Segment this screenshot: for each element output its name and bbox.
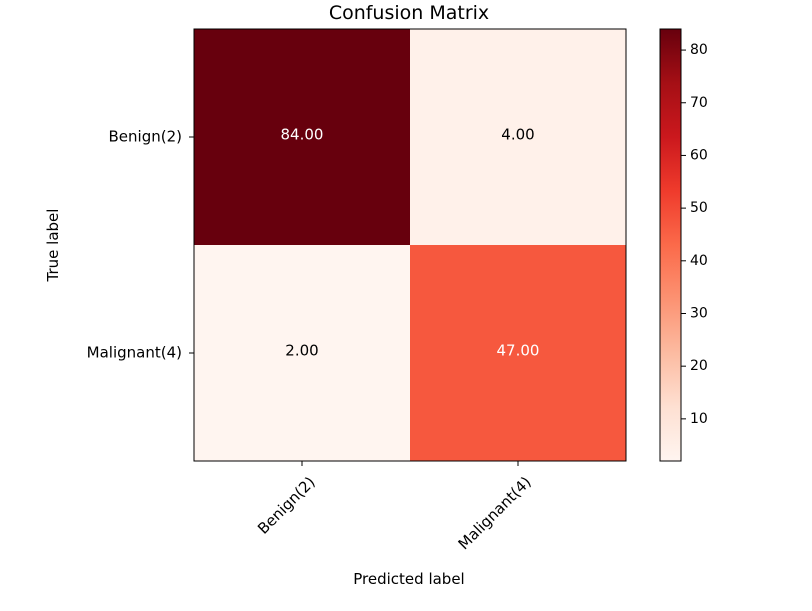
cell-value-label: 47.00 <box>497 342 540 360</box>
y-axis-ticks: Benign(2) Malignant(4) <box>87 128 194 362</box>
colorbar-tick-label: 60 <box>690 147 708 163</box>
y-tick-label: Benign(2) <box>109 128 182 146</box>
chart-title: Confusion Matrix <box>329 2 489 24</box>
cell-value-label: 84.00 <box>281 126 324 144</box>
heatmap-cells <box>194 29 626 461</box>
colorbar-tick-label: 50 <box>690 200 708 216</box>
colorbar-tick-label: 10 <box>690 411 708 427</box>
y-axis-label: True label <box>44 209 62 283</box>
x-tick-label: Malignant(4) <box>455 473 535 553</box>
cell-value-label: 4.00 <box>501 126 534 144</box>
plot-frame <box>193 28 627 462</box>
colorbar-tick-label: 40 <box>690 253 708 269</box>
x-axis-label: Predicted label <box>353 570 464 588</box>
colorbar-tick-label: 70 <box>690 95 708 111</box>
heatmap-cell <box>194 245 410 461</box>
heatmap-cell <box>410 245 626 461</box>
heatmap-cell-labels: 84.00 4.00 2.00 47.00 <box>281 126 540 360</box>
colorbar-tick-label: 30 <box>690 305 708 321</box>
colorbar-tick-label: 80 <box>690 42 708 58</box>
colorbar <box>659 28 682 462</box>
x-axis-ticks: Benign(2) Malignant(4) <box>254 461 535 553</box>
x-tick-label: Benign(2) <box>254 473 319 538</box>
y-tick-label: Malignant(4) <box>87 344 182 362</box>
cell-value-label: 2.00 <box>285 342 318 360</box>
colorbar-ticks: 10 20 30 40 50 60 70 80 <box>681 42 708 427</box>
heatmap-cell <box>194 29 410 245</box>
colorbar-tick-label: 20 <box>690 358 708 374</box>
heatmap-cell <box>410 29 626 245</box>
